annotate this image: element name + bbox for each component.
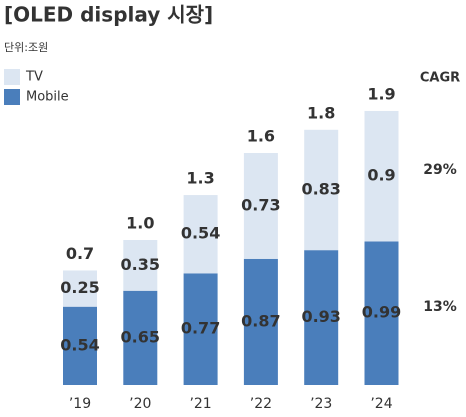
total-label: 0.7 xyxy=(66,244,94,263)
x-tick-label: ’22 xyxy=(250,396,272,412)
bar-segment xyxy=(123,290,158,385)
value-label: 0.73 xyxy=(241,195,280,214)
cagr-title: CAGR xyxy=(420,71,460,86)
bar-segment xyxy=(364,241,399,385)
value-label: 0.9 xyxy=(367,166,395,185)
total-label: 1.8 xyxy=(307,103,335,122)
value-label: 0.35 xyxy=(121,255,160,274)
x-tick-label: ’19 xyxy=(69,396,91,412)
value-label: 0.25 xyxy=(60,278,99,297)
legend-swatch xyxy=(4,89,20,105)
total-label: 1.6 xyxy=(247,127,275,146)
x-tick-label: ’21 xyxy=(189,396,211,412)
x-tick-label: ’23 xyxy=(310,396,332,412)
legend-label: TV xyxy=(25,70,43,85)
total-label: 1.3 xyxy=(186,169,214,188)
bar-segment xyxy=(243,153,278,259)
value-label: 0.83 xyxy=(301,179,340,198)
value-label: 0.99 xyxy=(362,303,401,322)
total-label: 1.9 xyxy=(367,84,395,103)
chart-title: [OLED display 시장] xyxy=(4,3,213,27)
value-label: 0.87 xyxy=(241,311,280,330)
bar-segment xyxy=(243,258,278,385)
cagr-value: 13% xyxy=(423,299,457,315)
bar-segment xyxy=(123,240,158,291)
total-label: 1.0 xyxy=(126,214,154,233)
value-label: 0.93 xyxy=(301,307,340,326)
bar-segment xyxy=(183,195,218,274)
cagr-value: 29% xyxy=(423,162,457,178)
bar-segment xyxy=(63,306,97,385)
legend-swatch xyxy=(4,69,20,85)
value-label: 0.54 xyxy=(181,224,220,243)
value-label: 0.77 xyxy=(181,319,220,338)
legend-label: Mobile xyxy=(26,90,69,105)
x-tick-label: ’24 xyxy=(370,396,392,412)
x-tick-label: ’20 xyxy=(129,396,151,412)
value-label: 0.54 xyxy=(60,335,99,354)
bar-segment xyxy=(183,273,218,385)
bar-segment xyxy=(63,270,97,307)
chart-subtitle: 단위:조원 xyxy=(4,41,48,54)
value-label: 0.65 xyxy=(121,327,160,346)
bar-segment xyxy=(304,129,339,251)
bar-segment xyxy=(304,250,339,385)
bar-segment xyxy=(364,110,399,242)
